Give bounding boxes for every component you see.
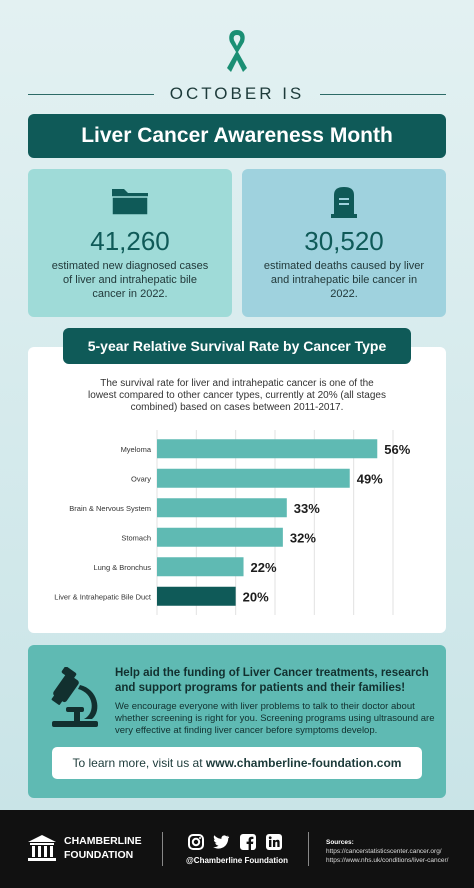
category-label: Brain & Nervous System: [69, 504, 151, 513]
linkedin-icon[interactable]: [266, 834, 282, 850]
awareness-ribbon-icon: [227, 30, 247, 72]
category-label: Liver & Intrahepatic Bile Duct: [54, 592, 152, 601]
learn-more-box[interactable]: To learn more, visit us at www.chamberli…: [52, 747, 422, 779]
divider-left: [28, 94, 154, 95]
foundation-name: CHAMBERLINE FOUNDATION: [64, 834, 142, 862]
website-link[interactable]: www.chamberline-foundation.com: [205, 756, 402, 770]
foundation-logo-icon: [28, 835, 56, 861]
sources-label: Sources:: [326, 839, 354, 846]
footer-separator: [162, 832, 163, 866]
stat-value: 30,520: [304, 226, 384, 256]
help-body: We encourage everyone with liver problem…: [115, 701, 435, 736]
bar: [157, 586, 236, 606]
survival-panel: [28, 347, 446, 633]
stat-description: estimated new diagnosed cases of liver a…: [51, 260, 209, 300]
category-label: Lung & Bronchus: [93, 563, 151, 572]
category-label: Stomach: [121, 533, 151, 542]
bar: [157, 557, 244, 577]
value-label: 49%: [357, 471, 383, 486]
sources: Sources: https://cancerstatisticscenter.…: [326, 838, 448, 865]
bar: [157, 439, 378, 459]
instagram-icon[interactable]: [188, 834, 204, 850]
stat-value: 41,260: [90, 226, 170, 256]
source-link[interactable]: https://cancerstatisticscenter.cancer.or…: [326, 848, 442, 855]
survival-bar-chart: Myeloma 56% Ovary 49% Brain & Nervous System…: [54, 430, 411, 615]
value-label: 33%: [294, 501, 320, 516]
divider-right: [320, 94, 446, 95]
gravestone-icon: [331, 187, 357, 218]
social-links: [188, 834, 288, 852]
help-section: Help aid the funding of Liver Cancer tre…: [28, 645, 446, 798]
learn-more-prefix: To learn more, visit us at: [72, 756, 203, 770]
source-link[interactable]: https://www.nhs.uk/conditions/liver-canc…: [326, 857, 449, 864]
value-label: 20%: [243, 589, 269, 604]
category-label: Ovary: [131, 474, 151, 483]
twitter-icon[interactable]: [212, 834, 230, 850]
category-label: Myeloma: [121, 445, 152, 454]
footer: CHAMBERLINE FOUNDATION @Chamberline Foun…: [0, 810, 474, 888]
microscope-icon: [51, 667, 98, 727]
bar: [157, 527, 283, 547]
survival-intro: The survival rate for liver and intrahep…: [88, 378, 386, 413]
stat-card-deaths: 30,520 estimated deaths caused by liver …: [242, 169, 446, 317]
foundation-name-line2: FOUNDATION: [64, 849, 134, 861]
value-label: 56%: [384, 442, 410, 457]
value-label: 32%: [290, 530, 316, 545]
folder-icon: [111, 189, 149, 216]
survival-title: 5-year Relative Survival Rate by Cancer …: [63, 328, 411, 364]
facebook-icon[interactable]: [240, 834, 256, 850]
help-heading: Help aid the funding of Liver Cancer tre…: [115, 667, 429, 694]
footer-separator: [308, 832, 309, 866]
eyebrow-text: OCTOBER IS: [169, 84, 305, 103]
bar: [157, 498, 287, 518]
stat-card-diagnosed: 41,260 estimated new diagnosed cases of …: [28, 169, 232, 317]
stat-description: estimated deaths caused by liver and int…: [263, 260, 425, 300]
foundation-name-line1: CHAMBERLINE: [64, 835, 142, 847]
bar: [157, 468, 350, 488]
page-title: Liver Cancer Awareness Month: [28, 114, 446, 158]
value-label: 22%: [251, 560, 277, 575]
social-handle: @Chamberline Foundation: [186, 856, 289, 865]
